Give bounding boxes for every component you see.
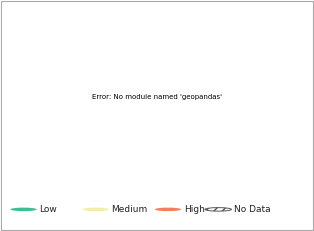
Text: Low: Low: [39, 205, 57, 214]
Circle shape: [83, 208, 109, 211]
Text: Medium: Medium: [111, 205, 148, 214]
Text: Error: No module named 'geopandas': Error: No module named 'geopandas': [92, 94, 222, 100]
Text: No Data: No Data: [234, 205, 271, 214]
Text: High: High: [184, 205, 204, 214]
Circle shape: [155, 208, 181, 211]
Circle shape: [205, 208, 231, 211]
Circle shape: [10, 208, 37, 211]
